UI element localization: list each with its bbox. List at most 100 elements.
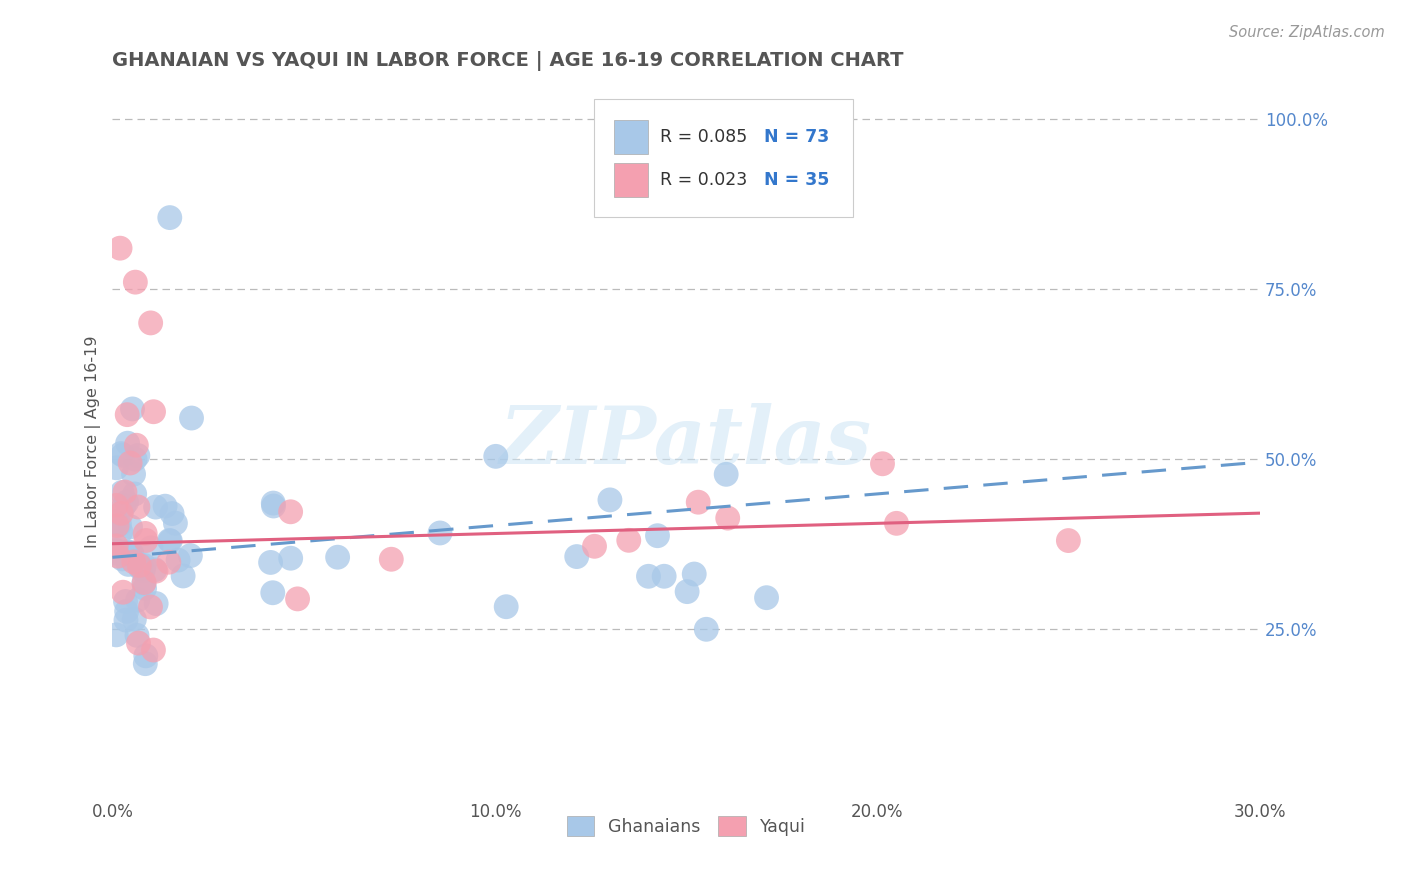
Bar — [614, 163, 648, 197]
Point — [124, 452, 146, 467]
Point — [599, 492, 621, 507]
Point — [1057, 533, 1080, 548]
Text: N = 35: N = 35 — [765, 171, 830, 189]
Point — [676, 584, 699, 599]
Point — [683, 567, 706, 582]
Point — [695, 622, 717, 636]
Point — [262, 496, 284, 510]
Point — [160, 507, 183, 521]
Point — [714, 467, 737, 482]
Point — [652, 569, 675, 583]
Point — [122, 555, 145, 569]
Point — [717, 511, 740, 525]
Point — [135, 648, 157, 663]
Point — [105, 546, 128, 560]
Point — [127, 636, 149, 650]
Point — [111, 552, 134, 566]
Point — [159, 533, 181, 548]
Point — [134, 575, 156, 590]
Text: Source: ZipAtlas.com: Source: ZipAtlas.com — [1229, 25, 1385, 40]
Text: GHANAIAN VS YAQUI IN LABOR FORCE | AGE 16-19 CORRELATION CHART: GHANAIAN VS YAQUI IN LABOR FORCE | AGE 1… — [112, 51, 904, 70]
Point — [280, 505, 302, 519]
Point — [872, 457, 894, 471]
Point — [495, 599, 517, 614]
Point — [125, 628, 148, 642]
Point — [115, 604, 138, 618]
Point — [165, 516, 187, 531]
Point — [120, 456, 142, 470]
Point — [159, 211, 181, 225]
Point — [111, 448, 134, 462]
Point — [110, 524, 132, 539]
Point — [121, 401, 143, 416]
Point — [132, 576, 155, 591]
Point — [110, 447, 132, 461]
Text: ZIPatlas: ZIPatlas — [501, 403, 872, 481]
Point — [115, 613, 138, 627]
Point — [117, 558, 139, 572]
Point — [105, 515, 128, 529]
Text: R = 0.023: R = 0.023 — [659, 171, 747, 189]
Point — [111, 485, 134, 500]
Point — [134, 582, 156, 596]
Point — [105, 539, 128, 553]
Point — [117, 545, 139, 559]
Point — [259, 556, 281, 570]
Point — [108, 517, 131, 532]
Point — [180, 411, 202, 425]
Point — [135, 533, 157, 548]
Text: R = 0.085: R = 0.085 — [659, 128, 747, 146]
Point — [120, 552, 142, 566]
Point — [127, 500, 149, 514]
Point — [125, 438, 148, 452]
Point — [886, 516, 908, 531]
Point — [128, 558, 150, 573]
Point — [105, 460, 128, 475]
Point — [755, 591, 778, 605]
Point — [647, 529, 669, 543]
Point — [121, 548, 143, 562]
Point — [143, 563, 166, 577]
Point — [139, 316, 162, 330]
Point — [124, 275, 146, 289]
Point — [688, 495, 710, 509]
Point — [583, 539, 606, 553]
Point — [129, 558, 152, 573]
Point — [112, 585, 135, 599]
Y-axis label: In Labor Force | Age 16-19: In Labor Force | Age 16-19 — [86, 335, 101, 548]
Point — [121, 546, 143, 560]
Point — [172, 569, 194, 583]
Point — [129, 559, 152, 574]
FancyBboxPatch shape — [595, 99, 852, 217]
Point — [114, 594, 136, 608]
Point — [153, 499, 176, 513]
Point — [145, 564, 167, 578]
Point — [142, 405, 165, 419]
Point — [167, 553, 190, 567]
Point — [127, 593, 149, 607]
Point — [132, 564, 155, 578]
Point — [105, 499, 128, 513]
Point — [326, 550, 349, 565]
Point — [565, 549, 588, 564]
Point — [280, 551, 302, 566]
Point — [287, 591, 309, 606]
Point — [114, 485, 136, 500]
Point — [145, 500, 167, 514]
Point — [139, 541, 162, 555]
Point — [115, 495, 138, 509]
Legend: Ghanaians, Yaqui: Ghanaians, Yaqui — [560, 809, 813, 843]
Point — [134, 558, 156, 573]
Point — [262, 586, 284, 600]
Point — [263, 499, 285, 513]
Point — [107, 549, 129, 563]
Point — [380, 552, 402, 566]
Point — [157, 555, 180, 569]
Point — [157, 533, 180, 548]
Point — [179, 549, 201, 563]
Text: N = 73: N = 73 — [765, 128, 830, 146]
Point — [134, 657, 156, 671]
Point — [485, 450, 508, 464]
Point — [129, 561, 152, 575]
Point — [637, 569, 659, 583]
